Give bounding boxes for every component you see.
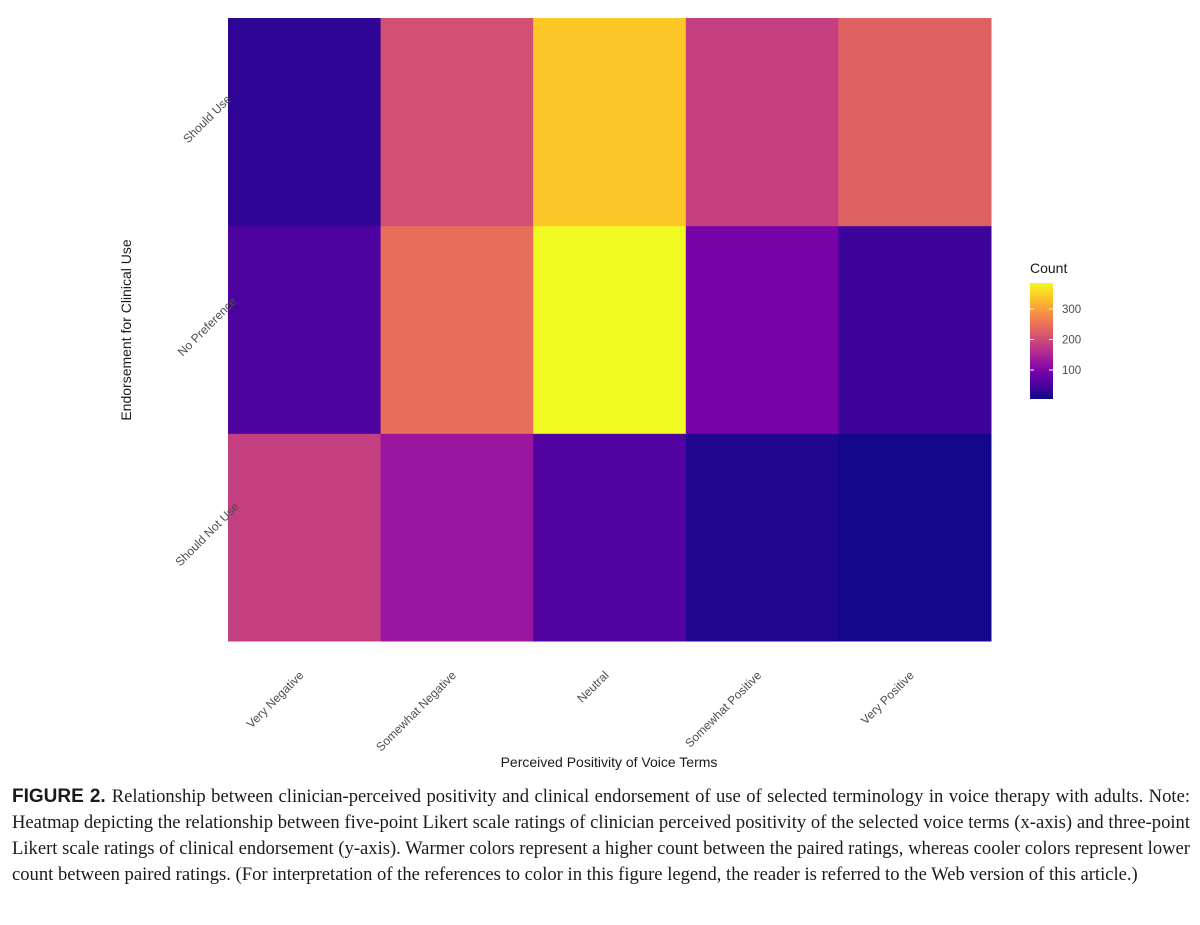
heatmap-cell — [228, 225, 382, 434]
legend-tick-label: 100 — [1062, 365, 1081, 377]
x-tick-label: Somewhat Positive — [682, 668, 764, 750]
heatmap-cell — [838, 433, 992, 642]
heatmap-cell — [685, 433, 839, 642]
color-legend: Count 100 200 300 — [1030, 260, 1081, 399]
heatmap-cell — [685, 18, 839, 227]
x-axis-title: Perceived Positivity of Voice Terms — [501, 754, 718, 770]
heatmap-cell — [380, 18, 534, 227]
heatmap-cell — [685, 225, 839, 434]
heatmap-cell — [380, 433, 534, 642]
x-tick-labels: Very Negative Somewhat Negative Neutral Som… — [244, 668, 917, 754]
heatmap-cell — [838, 18, 992, 227]
x-tick-label: Somewhat Negative — [373, 668, 459, 754]
heatmap-cell — [533, 433, 687, 642]
caption-label: FIGURE 2. — [12, 786, 106, 807]
legend-tick-label: 200 — [1062, 334, 1081, 346]
y-axis-title: Endorsement for Clinical Use — [118, 239, 134, 421]
heatmap-cells — [228, 18, 992, 642]
heatmap-cell — [228, 18, 382, 227]
x-tick-label: Neutral — [574, 668, 611, 705]
x-tick-label: Very Positive — [858, 668, 917, 727]
heatmap-cell — [228, 433, 382, 642]
heatmap-cell — [533, 225, 687, 434]
legend-tick-label: 300 — [1062, 304, 1081, 316]
y-tick-label: Should Use — [180, 92, 234, 146]
heatmap-cell — [838, 225, 992, 434]
heatmap-cell — [380, 225, 534, 434]
legend-ticks: 100 200 300 — [1030, 304, 1081, 377]
legend-colorbar — [1030, 283, 1053, 399]
figure-caption: FIGURE 2. Relationship between clinician-… — [12, 784, 1190, 888]
heatmap-chart: Very Negative Somewhat Negative Neutral Som… — [118, 18, 1081, 770]
heatmap-cell — [533, 18, 687, 227]
caption-text: Relationship between clinician-perceived… — [12, 786, 1190, 885]
legend-title: Count — [1030, 260, 1067, 276]
x-tick-label: Very Negative — [244, 668, 307, 731]
